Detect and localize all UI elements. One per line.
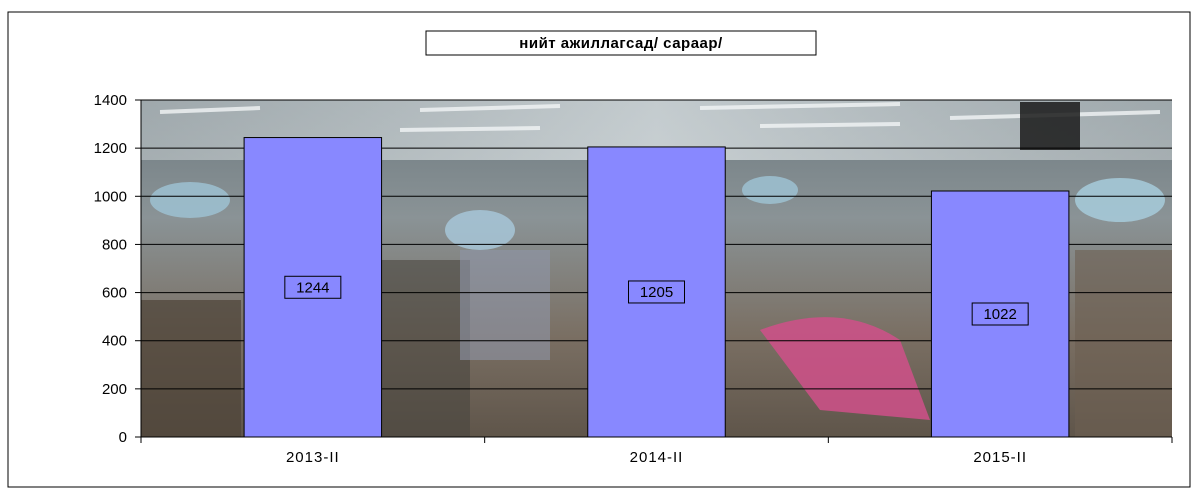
y-tick-label: 600 xyxy=(102,285,127,302)
y-axis-ticks: 0 200 400 600 800 1000 1200 1400 xyxy=(94,92,141,446)
bar xyxy=(930,190,1070,438)
y-tick-label: 200 xyxy=(102,381,127,398)
chart-title: нийт ажиллагсад/ сараар/ xyxy=(519,35,723,52)
bars xyxy=(243,137,1070,438)
data-label-box xyxy=(284,275,342,299)
y-tick-label: 1200 xyxy=(94,140,127,157)
y-tick-label: 800 xyxy=(102,236,127,253)
y-tick-label: 1000 xyxy=(94,188,127,205)
data-label-text: 1022 xyxy=(983,306,1016,323)
y-tick-label: 1400 xyxy=(94,92,127,109)
x-tick-label: 2014-II xyxy=(630,449,684,466)
x-axis-ticks: 2013-II 2014-II 2015-II xyxy=(140,437,1173,466)
bar xyxy=(587,146,726,438)
data-label-box xyxy=(628,280,685,304)
y-tick-label: 400 xyxy=(102,333,127,350)
data-label-text: 1205 xyxy=(640,284,673,301)
data-labels: 1244 1205 1022 xyxy=(284,275,1029,326)
data-label: 1244 xyxy=(284,275,342,299)
y-tick-label: 0 xyxy=(119,429,127,446)
chart-title-box: нийт ажиллагсад/ сараар/ xyxy=(425,30,817,56)
data-label: 1205 xyxy=(628,280,685,304)
data-label-text: 1244 xyxy=(296,279,329,296)
x-tick-label: 2013-II xyxy=(286,449,340,466)
x-tick-label: 2015-II xyxy=(973,449,1027,466)
data-label-box xyxy=(971,302,1029,326)
data-label: 1022 xyxy=(971,302,1029,326)
